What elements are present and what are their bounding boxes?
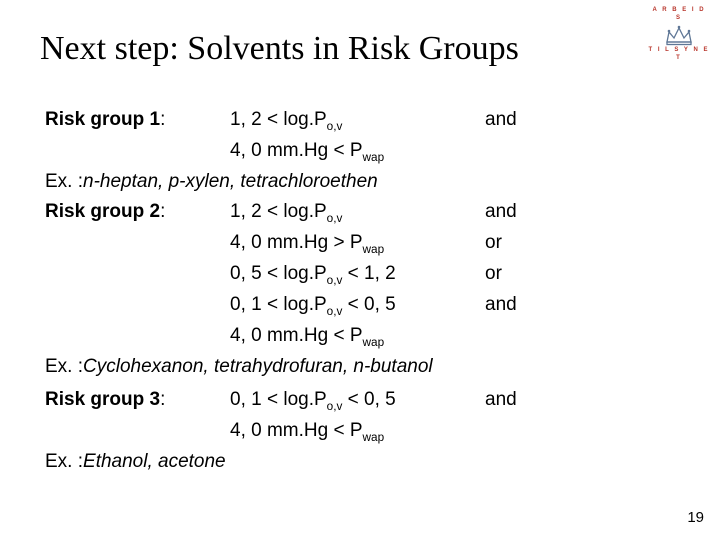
example-text: n-heptan, p-xylen, tetrachloroethen: [83, 167, 378, 196]
criterion-row: 0, 5 < log.Po,v < 1, 2 or: [45, 259, 685, 290]
page-number: 19: [687, 509, 704, 526]
risk-group-label: Risk group 2:: [45, 197, 230, 226]
risk-group-row: Risk group 3: 0, 1 < log.Po,v < 0, 5 and: [45, 385, 685, 416]
criterion: 0, 1 < log.Po,v < 0, 5: [230, 385, 485, 416]
criterion-row: 4, 0 mm.Hg < Pwap: [45, 321, 685, 352]
risk-group-label: Risk group 3:: [45, 385, 230, 414]
example-row: Ex. : Cyclohexanon, tetrahydrofuran, n-b…: [45, 352, 685, 381]
example-row: Ex. : n-heptan, p-xylen, tetrachloroethe…: [45, 167, 685, 196]
criterion: 0, 5 < log.Po,v < 1, 2: [230, 259, 485, 290]
risk-group-row: Risk group 2: 1, 2 < log.Po,v and: [45, 197, 685, 228]
conjunction: and: [485, 105, 585, 134]
risk-group-label: Risk group 1:: [45, 105, 230, 134]
risk-group-row: Risk group 1: 1, 2 < log.Po,v and: [45, 105, 685, 136]
criterion: 4, 0 mm.Hg > Pwap: [230, 228, 485, 259]
logo-text-line2: T I L S Y N E T: [648, 46, 710, 62]
logo-text-line1: A R B E I D S: [648, 6, 710, 22]
logo: A R B E I D S T I L S Y N E T: [648, 6, 710, 62]
slide: A R B E I D S T I L S Y N E T Next step:…: [0, 0, 720, 540]
criterion: 1, 2 < log.Po,v: [230, 105, 485, 136]
criterion-row: 4, 0 mm.Hg < Pwap: [45, 136, 685, 167]
criterion: 0, 1 < log.Po,v < 0, 5: [230, 290, 485, 321]
criterion: 4, 0 mm.Hg < Pwap: [230, 136, 485, 167]
criterion: 4, 0 mm.Hg < Pwap: [230, 321, 485, 352]
page-title: Next step: Solvents in Risk Groups: [40, 30, 519, 68]
criterion-row: 4, 0 mm.Hg > Pwap or: [45, 228, 685, 259]
example-text: Cyclohexanon, tetrahydrofuran, n-butanol: [83, 352, 433, 381]
criterion-row: 4, 0 mm.Hg < Pwap: [45, 416, 685, 447]
criterion-row: 0, 1 < log.Po,v < 0, 5 and: [45, 290, 685, 321]
example-text: Ethanol, acetone: [83, 447, 226, 476]
conjunction: and: [485, 385, 585, 414]
example-row: Ex. : Ethanol, acetone: [45, 447, 685, 476]
crown-icon: [648, 24, 710, 46]
criterion: 1, 2 < log.Po,v: [230, 197, 485, 228]
conjunction: and: [485, 197, 585, 226]
criterion: 4, 0 mm.Hg < Pwap: [230, 416, 485, 447]
content-area: Risk group 1: 1, 2 < log.Po,v and 4, 0 m…: [45, 105, 685, 477]
